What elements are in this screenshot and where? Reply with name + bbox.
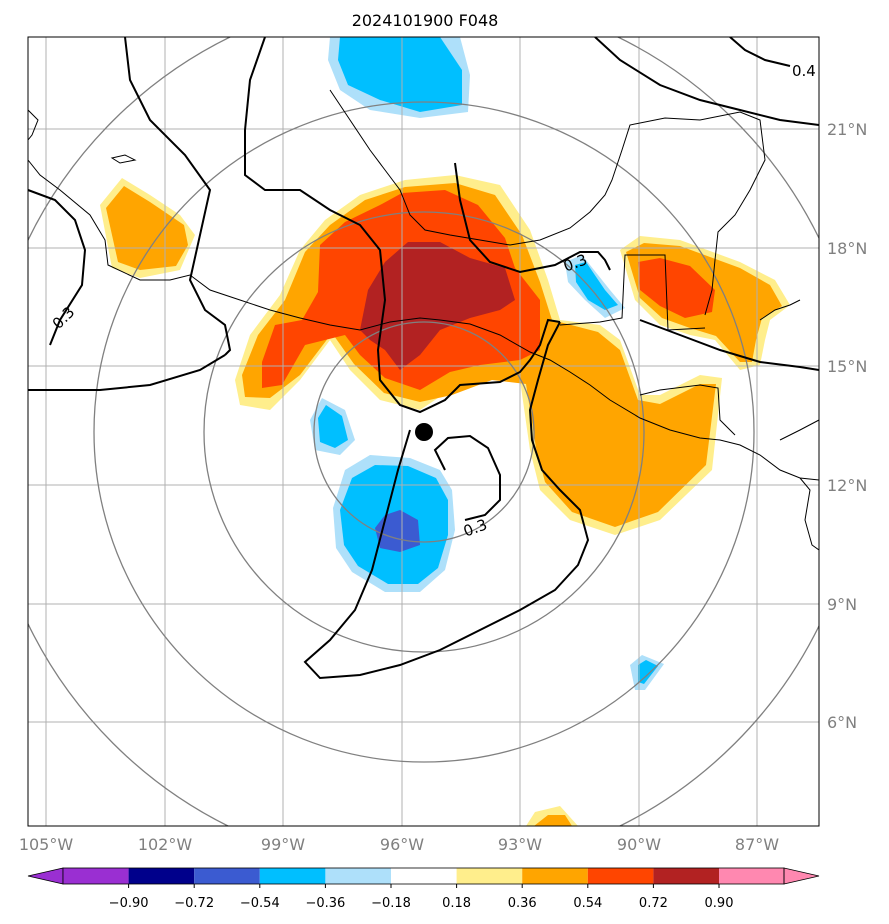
- colorbar-bin-9: [587, 868, 654, 884]
- colorbar-bin-2: [128, 868, 195, 884]
- lon-label-102w: 102°W: [138, 835, 193, 854]
- neg-area-ne: [575, 262, 618, 310]
- colorbar-bin-4: [259, 868, 326, 884]
- border-central-am: [639, 384, 736, 436]
- colorbar-tick-8: 0.54: [573, 896, 602, 911]
- colorbar-tick-10: 0.90: [705, 896, 734, 911]
- colorbar-bin-3: [194, 868, 260, 884]
- pos-area-east-strong: [638, 258, 715, 318]
- map-title: 2024101900 F048: [352, 11, 499, 30]
- colorbar-bin-6: [391, 868, 457, 884]
- lat-labels: 21°N 18°N 15°N 12°N 9°N 6°N: [827, 120, 867, 732]
- lon-label-96w: 96°W: [380, 835, 424, 854]
- lon-label-87w: 87°W: [735, 835, 779, 854]
- colorbar-tick-6: 0.18: [442, 896, 471, 911]
- coastline-gulf: [329, 89, 766, 316]
- lat-label-9n: 9°N: [827, 595, 857, 614]
- neg-area-top: [338, 37, 462, 112]
- colorbar: −0.90 −0.72 −0.54 −0.36 −0.18 0.18 0.36 …: [27, 867, 820, 911]
- contour-north-a: [244, 37, 561, 414]
- island-small: [110, 154, 137, 164]
- colorbar-tick-2: −0.72: [174, 896, 214, 911]
- colorbar-tick-5: −0.18: [371, 896, 411, 911]
- contour-south-loop: [303, 321, 590, 680]
- colorbar-bin-5: [325, 868, 391, 884]
- colorbar-tick-1: −0.90: [109, 896, 149, 911]
- colorbar-tick-3: −0.54: [240, 896, 280, 911]
- lat-label-18n: 18°N: [827, 239, 867, 258]
- lon-label-99w: 99°W: [261, 835, 305, 854]
- contour-ne-top: [729, 37, 791, 67]
- lon-labels: 105°W 102°W 99°W 96°W 93°W 90°W 87°W: [19, 835, 779, 854]
- colorbar-extend-high: [783, 867, 820, 885]
- neg-area-west: [318, 405, 348, 448]
- contour-nw: [124, 37, 232, 356]
- coastlines: [28, 89, 819, 551]
- colorbar-tick-4: −0.36: [305, 896, 345, 911]
- neg-area-se: [638, 660, 658, 684]
- graticule: [28, 37, 819, 826]
- colorbar-bin-8: [522, 868, 588, 884]
- map-frame: [27, 36, 820, 827]
- map-area: 0.3 0.3 0.3 0.4: [28, 37, 819, 826]
- colorbar-bin-1: [63, 868, 129, 884]
- lat-label-15n: 15°N: [827, 357, 867, 376]
- contour-west: [28, 189, 226, 391]
- pos-area-central-max: [360, 242, 515, 370]
- pos-area-west: [106, 186, 188, 270]
- contour-gulf: [454, 162, 611, 274]
- colorbar-tick-9: 0.72: [639, 896, 668, 911]
- contour-label-4: 0.4: [792, 62, 816, 80]
- range-rings: [28, 37, 819, 826]
- lon-label-105w: 105°W: [19, 835, 74, 854]
- lat-label-21n: 21°N: [827, 120, 867, 139]
- contour-east: [639, 319, 819, 371]
- contours: [28, 37, 819, 680]
- colorbar-extend-low: [27, 867, 64, 885]
- storm-center-marker: [415, 423, 433, 441]
- pos-area-bottom: [534, 815, 572, 826]
- colorbar-tick-7: 0.36: [508, 896, 537, 911]
- lon-label-90w: 90°W: [617, 835, 661, 854]
- shaded-field: [100, 37, 790, 826]
- colorbar-bin-11: [719, 868, 784, 884]
- coastline-nw: [28, 109, 39, 141]
- lat-label-12n: 12°N: [827, 476, 867, 495]
- coastline-mexico: [28, 159, 819, 481]
- lon-label-93w: 93°W: [498, 835, 542, 854]
- contour-ne: [594, 37, 819, 126]
- contour-inner: [433, 434, 501, 521]
- colorbar-bin-7: [456, 868, 523, 884]
- lat-label-6n: 6°N: [827, 713, 857, 732]
- colorbar-bin-10: [653, 868, 719, 884]
- coastline-east: [759, 299, 819, 551]
